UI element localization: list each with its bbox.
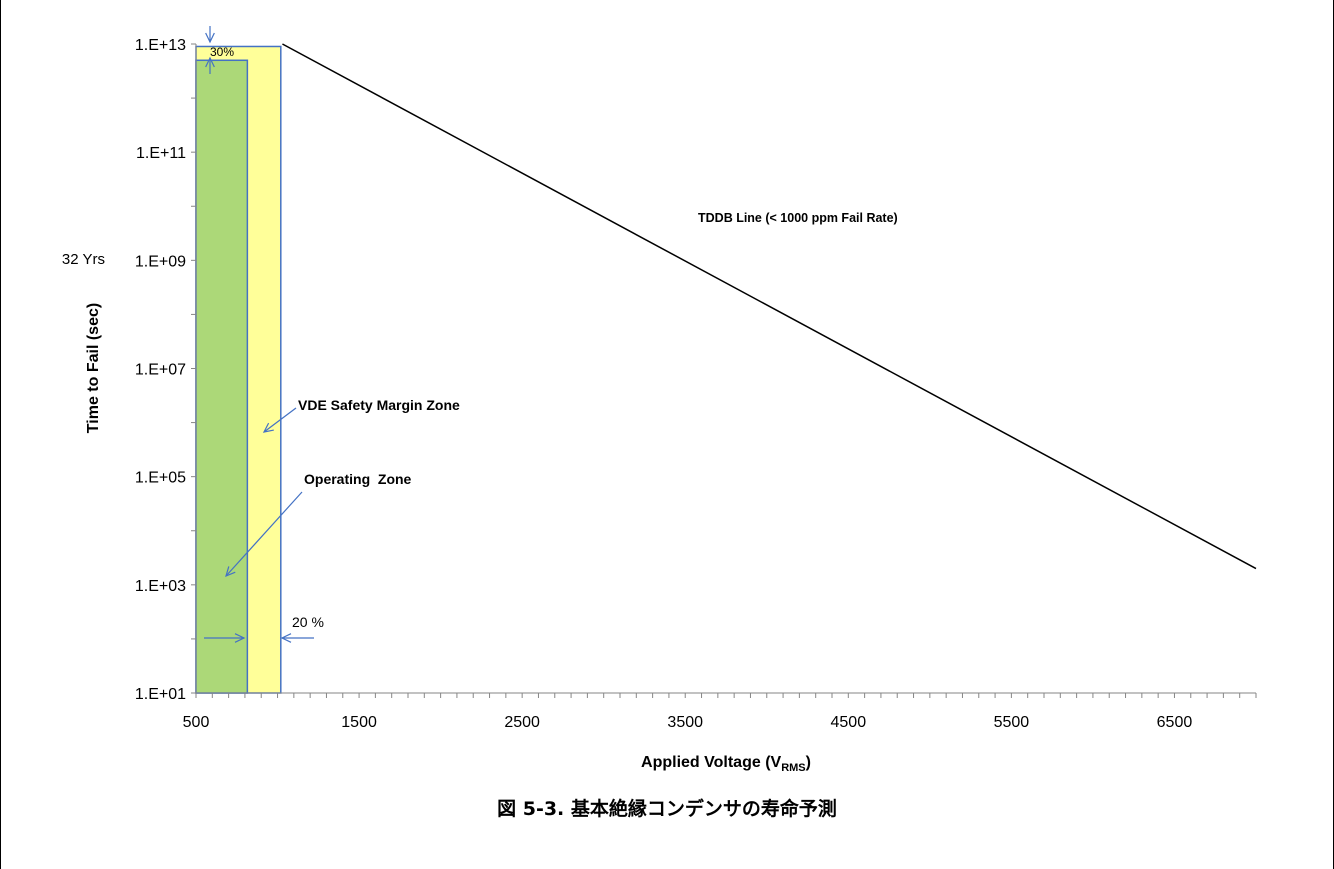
operating-zone-annotation: Operating Zone (304, 471, 412, 487)
arrow-vde-zone-shaft (263, 407, 297, 433)
percent-side-annotation: 20 % (292, 614, 324, 630)
arrow-side-left (280, 633, 314, 643)
arrow-vde-zone (262, 407, 297, 433)
x-tick-label: 5500 (994, 714, 1030, 731)
y-tick-label: 1.E+11 (136, 145, 186, 162)
x-axis-label: Applied Voltage (VRMS) (641, 754, 811, 774)
y-tick-label: 1.E+13 (135, 37, 186, 54)
x-axis-label-main: Applied Voltage (V (641, 754, 781, 771)
years-annotation: 32 Yrs (62, 251, 105, 268)
y-tick-label: 1.E+03 (135, 578, 186, 595)
figure-caption: 図 5-3. 基本絶縁コンデンサの寿命予測 (497, 798, 837, 820)
arrow-operating-zone (225, 491, 303, 578)
tddb-annotation: TDDB Line (< 1000 ppm Fail Rate) (698, 211, 898, 225)
arrow-operating-zone-head (225, 566, 236, 578)
x-axis-label-close: ) (806, 754, 811, 771)
y-tick-label: 1.E+01 (135, 686, 186, 703)
y-tick-label: 1.E+07 (135, 362, 186, 379)
x-tick-label: 4500 (831, 714, 867, 731)
x-tick-label: 2500 (504, 714, 540, 731)
arrow-side-right (204, 633, 246, 643)
percent-top-annotation: 30% (210, 45, 234, 59)
tddb-series-line (282, 43, 1257, 570)
y-axis-ticks: 1.E+01 1.E+03 1.E+05 1.E+07 1.E+09 1.E+11 1.E+… (135, 37, 196, 703)
arrow-side-left-head (280, 633, 292, 643)
y-tick-label: 1.E+09 (135, 253, 186, 270)
arrow-top-down-head (205, 32, 215, 44)
arrow-top-up-head (205, 56, 215, 68)
y-axis-label: Time to Fail (sec) (85, 303, 102, 433)
y-tick-label: 1.E+05 (135, 470, 186, 487)
vde-zone-annotation: VDE Safety Margin Zone (298, 397, 460, 413)
x-axis-ticks: 500 1500 2500 3500 4500 5500 6500 (183, 693, 1257, 731)
operating-zone (195, 59, 249, 694)
arrow-top-down (205, 26, 215, 44)
x-tick-label: 1500 (341, 714, 377, 731)
annotation-arrows (204, 26, 314, 643)
chart: 500 1500 2500 3500 4500 5500 6500 1.E+01 1.E+03… (62, 26, 1257, 774)
arrow-operating-zone-shaft (225, 491, 303, 577)
arrow-side-right-head (234, 633, 246, 643)
x-tick-label: 6500 (1157, 714, 1193, 731)
x-tick-label: 500 (183, 714, 210, 731)
x-tick-label: 3500 (667, 714, 703, 731)
arrow-top-up (205, 56, 215, 74)
x-axis-label-subscript: RMS (781, 762, 805, 774)
arrow-vde-zone-head (262, 422, 274, 433)
